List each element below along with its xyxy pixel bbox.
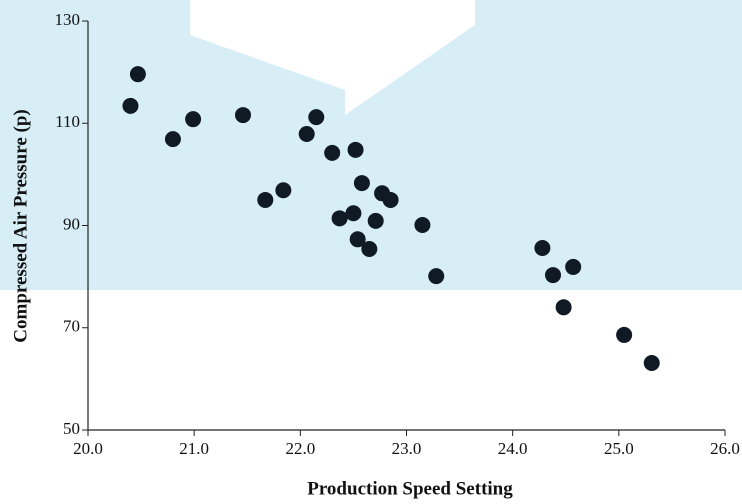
point (347, 141, 364, 158)
point (534, 239, 551, 256)
point (122, 97, 139, 114)
point (414, 216, 431, 233)
point (164, 131, 181, 148)
point (257, 191, 274, 208)
y-axis-label: Compressed Air Pressure (p) (10, 109, 31, 342)
y-tick-label: 70 (63, 317, 80, 336)
watermark-shape (190, 0, 475, 115)
point (298, 125, 315, 142)
point (643, 355, 660, 372)
x-tick-label: 20.0 (73, 439, 103, 458)
point (129, 66, 146, 83)
point (555, 299, 572, 316)
point (428, 268, 445, 285)
point (545, 267, 562, 284)
x-tick-label: 22.0 (285, 439, 315, 458)
y-tick-label: 130 (55, 10, 81, 29)
point (565, 258, 582, 275)
point (616, 326, 633, 343)
point (382, 191, 399, 208)
x-tick-label: 26.0 (710, 439, 740, 458)
x-tick-label: 21.0 (179, 439, 209, 458)
y-tick-label: 110 (55, 112, 80, 131)
point (331, 210, 348, 227)
point (361, 241, 378, 258)
y-tick-label: 90 (63, 214, 80, 233)
point (324, 144, 341, 161)
point (275, 182, 292, 199)
point (345, 205, 362, 222)
point (235, 107, 252, 124)
y-tick-label: 50 (63, 419, 80, 438)
point (185, 111, 202, 128)
point (349, 231, 366, 248)
point (353, 175, 370, 192)
point (367, 212, 384, 229)
x-tick-label: 25.0 (604, 439, 634, 458)
point (308, 109, 325, 126)
x-tick-label: 23.0 (392, 439, 422, 458)
x-axis-label: Production Speed Setting (307, 478, 513, 499)
x-tick-label: 24.0 (498, 439, 528, 458)
